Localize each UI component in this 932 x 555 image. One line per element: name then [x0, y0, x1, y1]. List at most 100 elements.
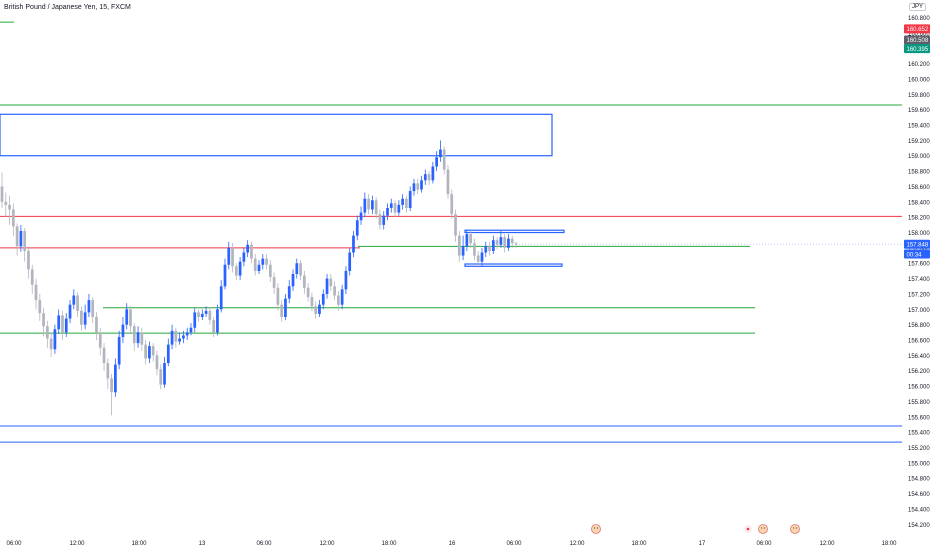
candle-body — [148, 346, 151, 359]
candle-body — [495, 240, 499, 245]
candle — [439, 140, 442, 162]
price-tick-label: 158.600 — [908, 185, 930, 191]
price-tick-label: 159.200 — [908, 139, 930, 145]
candle — [503, 234, 507, 253]
price-axis[interactable]: 160.800160.600160.400160.200160.000159.8… — [902, 0, 932, 536]
candle — [125, 303, 129, 330]
candle — [174, 327, 178, 348]
candle — [469, 230, 473, 248]
candle-body — [197, 312, 200, 317]
event-marker-icon — [790, 524, 800, 534]
event-marker-icon — [744, 525, 752, 533]
candle — [261, 254, 265, 270]
candle-body — [363, 198, 367, 213]
candle-body — [140, 332, 144, 345]
candle-body — [170, 330, 174, 345]
candle — [389, 198, 393, 213]
candle — [34, 278, 38, 310]
candle-body — [253, 258, 257, 271]
time-tick-label: 13 — [199, 541, 206, 547]
candle-body — [355, 220, 359, 236]
candle-body — [121, 324, 125, 337]
time-tick-label: 06:00 — [506, 541, 522, 547]
candle-body — [257, 264, 261, 271]
candle-body — [23, 230, 27, 251]
candle — [42, 307, 45, 337]
candle-body — [49, 338, 53, 350]
candle — [457, 230, 461, 262]
candles-layer — [0, 140, 518, 416]
candle — [420, 175, 423, 193]
price-badges-layer: 160.652 160.508 160.395 157.848 00:34 — [516, 24, 930, 259]
candle-body — [295, 263, 299, 274]
candle — [321, 289, 325, 310]
candle-body — [401, 198, 404, 205]
candle-body — [344, 270, 348, 290]
candle — [284, 293, 287, 321]
candle — [299, 260, 302, 281]
candle — [170, 324, 174, 350]
price-tick-label: 159.600 — [908, 108, 930, 114]
event-markers-layer — [591, 524, 800, 534]
candle-body — [510, 238, 514, 244]
candle — [333, 281, 336, 301]
event-face — [591, 524, 601, 534]
candle-body — [314, 306, 318, 314]
candle-body — [473, 243, 476, 256]
event-eye — [761, 527, 763, 529]
candle — [95, 312, 98, 341]
price-tick-label: 158.200 — [908, 216, 930, 222]
price-tick-label: 159.400 — [908, 124, 930, 130]
price-badge: 00:34 — [904, 249, 930, 259]
candle — [393, 200, 397, 218]
candle-body — [57, 315, 61, 330]
candle-body — [393, 203, 397, 213]
price-tick-label: 158.800 — [908, 170, 930, 176]
candle — [148, 341, 151, 364]
candle — [57, 309, 61, 334]
candle-body — [163, 363, 166, 385]
candle-body — [106, 363, 110, 379]
candle — [216, 304, 219, 336]
price-tick-label: 155.200 — [908, 446, 930, 452]
candle-body — [8, 204, 11, 210]
candle-body — [306, 287, 310, 298]
candle — [159, 364, 163, 390]
candle-body — [321, 293, 325, 305]
candle — [178, 332, 181, 345]
candle — [110, 373, 113, 416]
candle — [204, 306, 208, 317]
price-badge-bg — [904, 239, 930, 249]
candle-body — [11, 209, 15, 227]
price-badge-bg — [904, 44, 930, 54]
candle — [491, 235, 495, 255]
candle-body — [110, 378, 113, 393]
candle-body — [15, 226, 19, 247]
candle-body — [261, 258, 265, 265]
candle — [265, 254, 268, 270]
candle-body — [276, 287, 280, 305]
price-tick-label: 160.800 — [908, 16, 930, 22]
candle-body — [53, 329, 57, 350]
time-axis[interactable]: 06:00 12:00 18:00 13 06:00 12:00 18:00 16 06:00 1… — [0, 536, 932, 550]
candle-body — [42, 313, 45, 327]
candle-body — [427, 174, 431, 181]
candle — [238, 257, 242, 281]
candle — [371, 195, 374, 215]
candle — [268, 260, 272, 282]
candle — [83, 304, 87, 330]
price-tick-label: 160.000 — [908, 77, 930, 83]
chart-title: British Pound / Japanese Yen, 15, FXCM — [4, 4, 131, 11]
time-tick-label: 18:00 — [381, 541, 397, 547]
currency-badge[interactable]: JPY — [908, 3, 926, 11]
candle — [499, 230, 503, 248]
candle — [510, 235, 514, 248]
price-badge: 160.395 — [904, 44, 930, 54]
candle-body — [340, 289, 344, 305]
price-tick-label: 159.800 — [908, 93, 930, 99]
candle-body — [76, 295, 79, 311]
candle — [507, 234, 510, 251]
candle — [200, 309, 204, 321]
